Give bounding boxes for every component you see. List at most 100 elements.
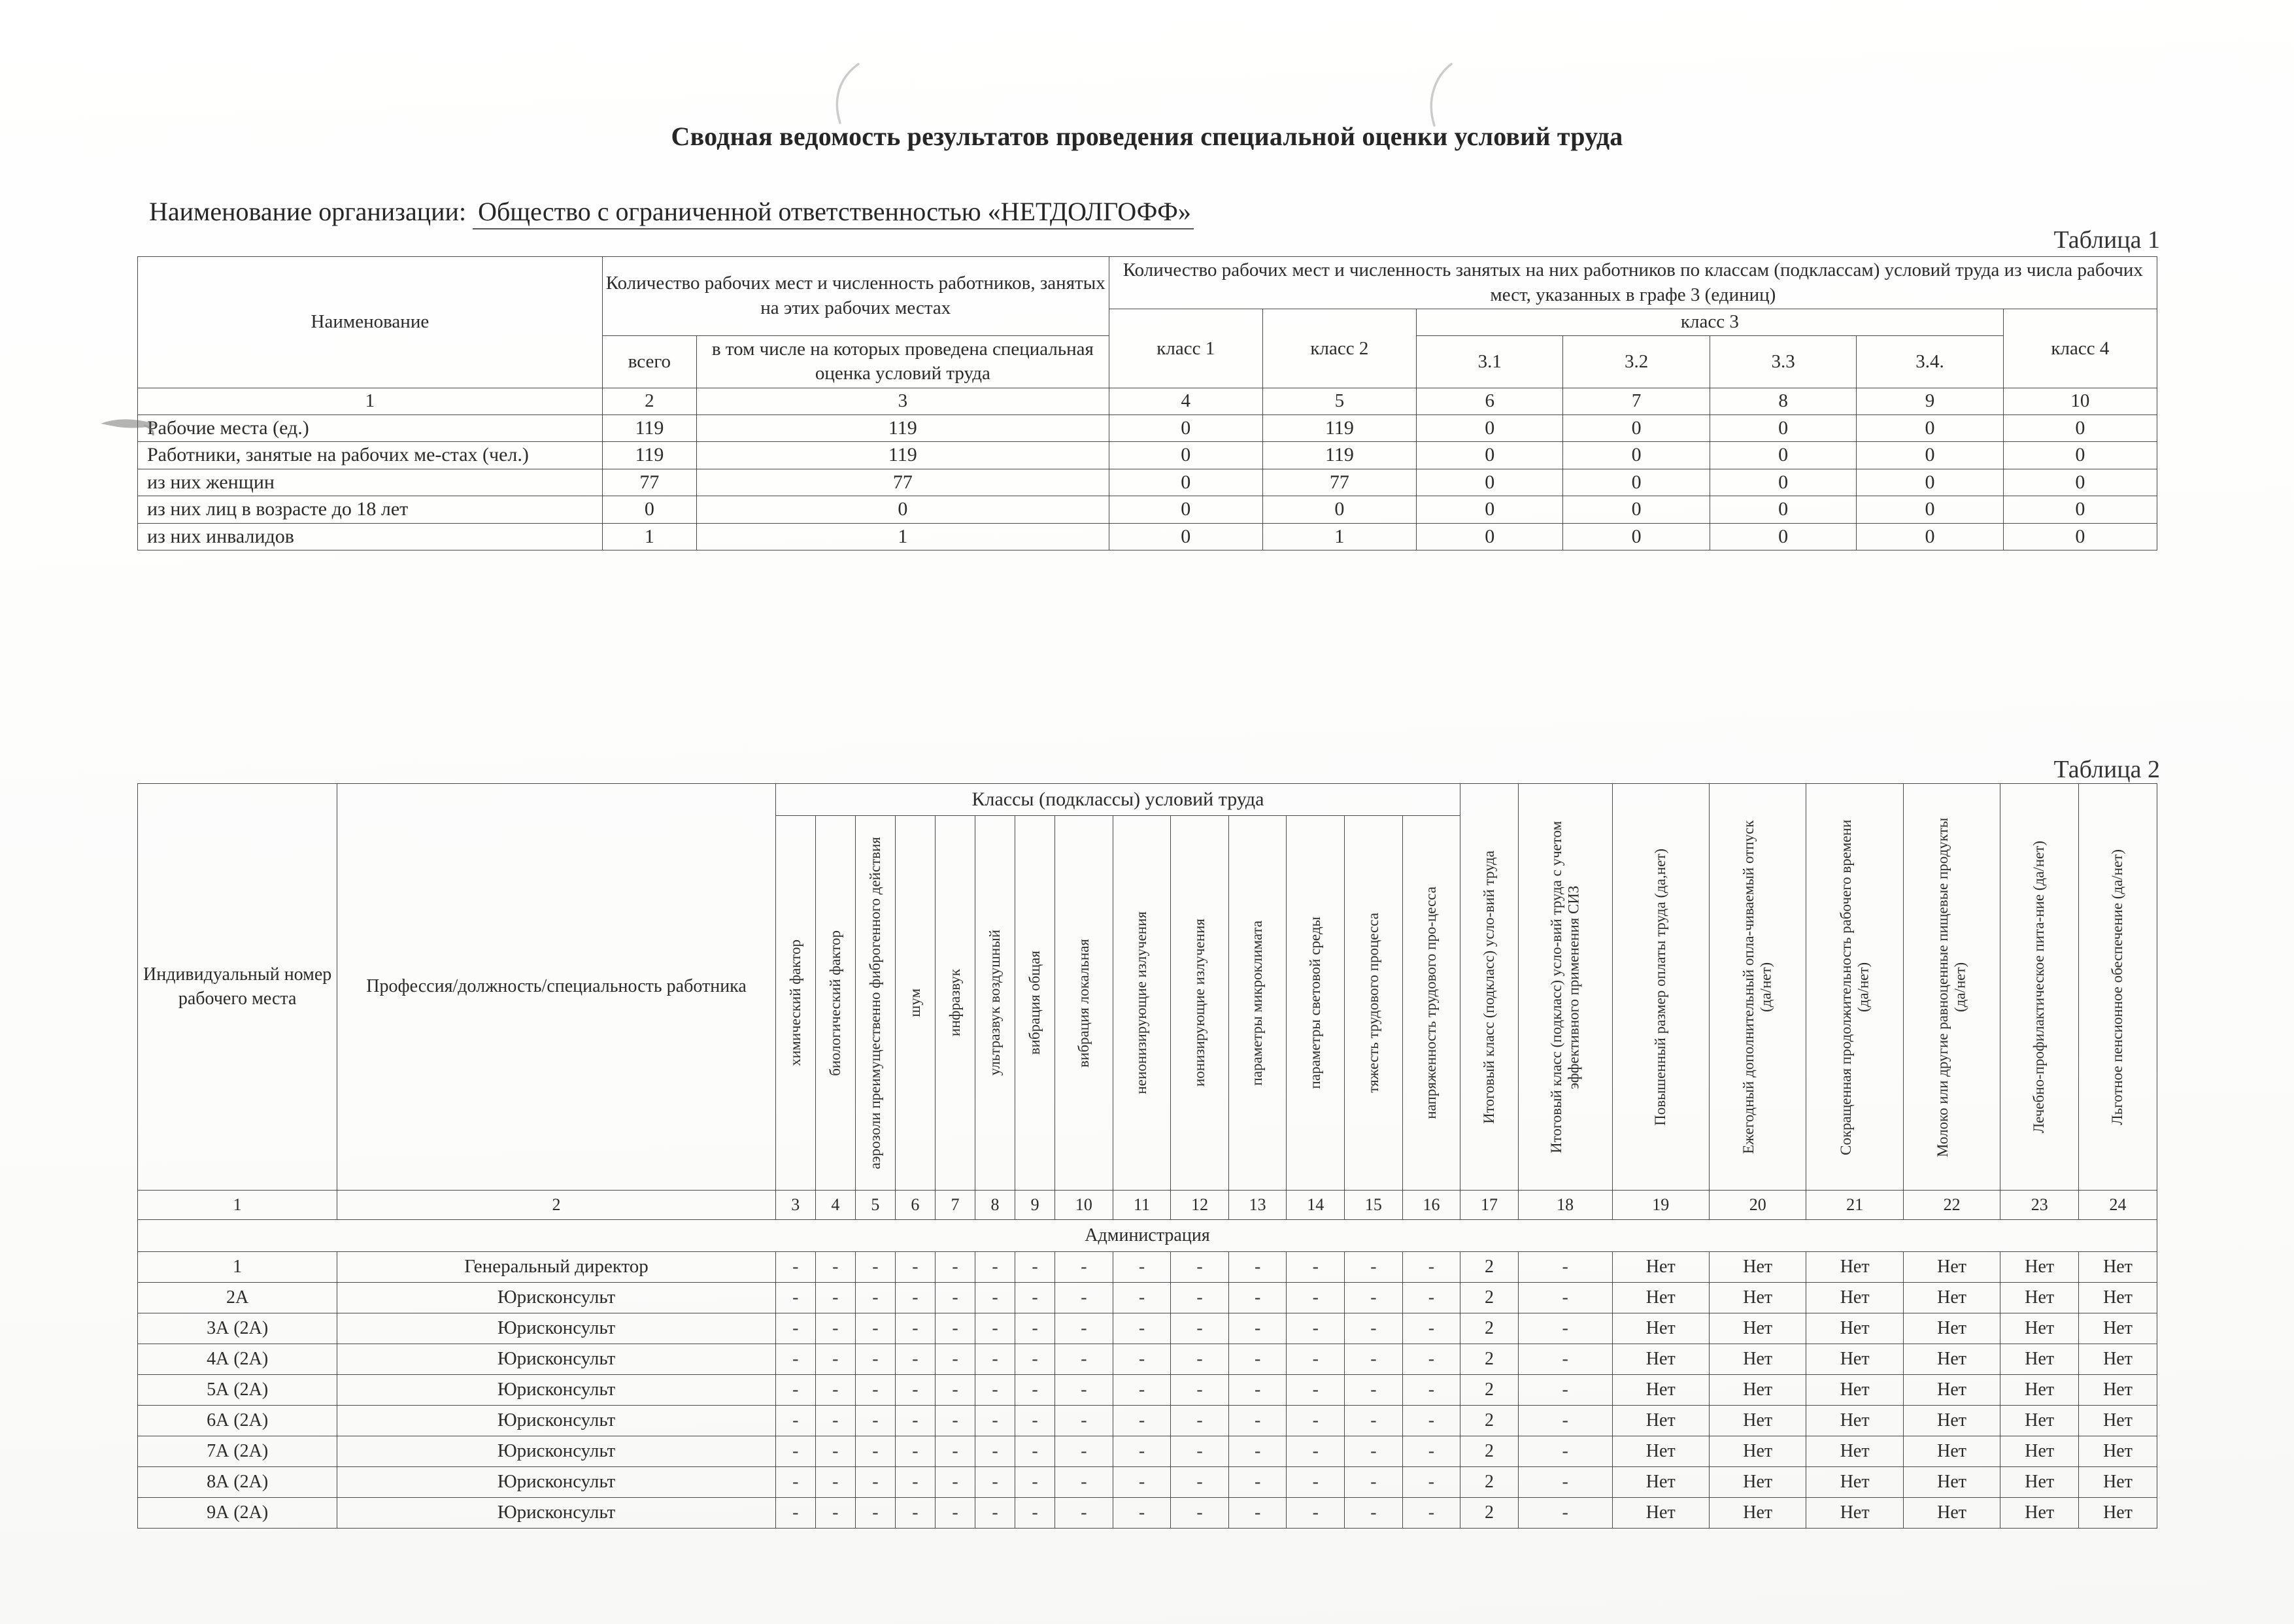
t2-factor-cell: -	[894, 1436, 936, 1467]
t2-factor-cell: -	[1170, 1374, 1229, 1406]
t2-factor-cell: -	[1344, 1405, 1403, 1436]
t2-guarantee-cell: Нет	[2078, 1497, 2157, 1529]
scan-artifact-curve-left	[835, 63, 860, 124]
t1-cell: 0	[2002, 468, 2158, 497]
t2-factor-cell: -	[934, 1466, 976, 1498]
t2-factor-cell: -	[1112, 1436, 1172, 1467]
table-row: 5А (2А) Юрисконсульт - - - - - - - - - - - - - -2- Нет Не…	[137, 1374, 2157, 1406]
t2-guarantee-cell: Нет	[1708, 1436, 1807, 1467]
t2-guarantee-cell: Нет	[1902, 1374, 2001, 1406]
t1-cell: 0	[1562, 468, 1710, 497]
t2-workplace-number: 6А (2А)	[137, 1405, 338, 1436]
t2-factor-cell: -	[1015, 1313, 1056, 1344]
t2-colnum-4: 4	[815, 1190, 856, 1220]
t2-colnum-21: 21	[1806, 1190, 1904, 1220]
t2-guarantee-cell: Нет	[1902, 1497, 2001, 1529]
t1-cell: 0	[1108, 522, 1263, 551]
t2-guarantee-cell: Нет	[1806, 1497, 1904, 1529]
t2-guarantee-cell: Нет	[1902, 1313, 2001, 1344]
t2-colnum-2: 2	[337, 1190, 776, 1220]
t2-factor-cell: -	[775, 1466, 816, 1498]
t2-colnum-22: 22	[1902, 1190, 2001, 1220]
t2-final-class-cell: 2	[1460, 1405, 1519, 1436]
t2-factor-header-3: химический фактор	[775, 815, 816, 1191]
t1-colnum-3: 3	[696, 388, 1109, 415]
t2-guarantee-cell: Нет	[1611, 1497, 1710, 1529]
t2-factor-header-15: тяжесть трудового процесса	[1344, 815, 1403, 1191]
t1-cell: 0	[1108, 414, 1263, 443]
t2-factor-cell: -	[1228, 1466, 1287, 1498]
t2-factor-header-16: напряженность трудового про-цесса	[1402, 815, 1461, 1191]
t2-factor-cell: -	[1054, 1282, 1113, 1313]
t2-guarantee-cell: Нет	[1611, 1344, 1710, 1375]
t1-cell: 77	[1262, 468, 1417, 497]
t2-final-class-cell: 2	[1460, 1344, 1519, 1375]
t2-factor-cell: -	[815, 1497, 856, 1529]
t1-header-class1: класс 1	[1108, 309, 1263, 389]
table-row: Рабочие места (ед.) 119 119 0 119 0 0 0 0 0	[137, 414, 2158, 443]
t2-guarantee-cell: Нет	[1708, 1466, 1807, 1498]
page-title: Сводная ведомость результатов проведения…	[671, 122, 1623, 151]
t2-factor-cell: -	[894, 1497, 936, 1529]
t2-factor-header-5: аэрозоли преимущественно фиброгенного де…	[854, 815, 896, 1191]
t2-guarantee-cell: Нет	[2078, 1313, 2157, 1344]
t2-factor-cell: -	[1402, 1313, 1461, 1344]
t2-guarantee-cell: Нет	[1708, 1374, 1807, 1406]
t1-row-label: Рабочие места (ед.)	[137, 414, 603, 443]
t2-guarantee-cell: Нет	[2078, 1405, 2157, 1436]
table1-caption: Таблица 1	[2053, 226, 2160, 254]
t2-factor-cell: -	[974, 1344, 1016, 1375]
t2-factor-cell: -	[894, 1313, 936, 1344]
t1-cell: 77	[601, 468, 698, 497]
t1-cell: 0	[1856, 468, 2004, 497]
t2-factor-cell: -	[1170, 1251, 1229, 1283]
t2-profession: Юрисконсульт	[337, 1282, 776, 1313]
t2-guarantee-cell: Нет	[1611, 1313, 1710, 1344]
t2-colnum-11: 11	[1112, 1190, 1172, 1220]
t2-guarantee-cell: Нет	[1708, 1313, 1807, 1344]
t2-factor-cell: -	[1286, 1282, 1345, 1313]
t1-cell: 0	[1562, 496, 1710, 524]
t2-factor-cell: -	[775, 1282, 816, 1313]
t1-cell: 0	[601, 496, 698, 524]
t2-factor-cell: -	[1402, 1436, 1461, 1467]
t2-factor-cell: -	[1402, 1344, 1461, 1375]
t2-guarantee-cell: Нет	[1806, 1313, 1904, 1344]
t2-factor-cell: -	[894, 1251, 936, 1283]
t2-guarantee-cell: Нет	[2000, 1282, 2080, 1313]
t2-factor-cell: -	[1054, 1436, 1113, 1467]
t1-colnum-4: 4	[1108, 388, 1263, 415]
t2-guarantee-cell: Нет	[1902, 1405, 2001, 1436]
t2-colnum-7: 7	[934, 1190, 976, 1220]
t2-guarantee-cell: Нет	[2000, 1436, 2080, 1467]
t2-profession: Юрисконсульт	[337, 1405, 776, 1436]
t2-factor-cell: -	[1015, 1466, 1056, 1498]
table-row: 7А (2А) Юрисконсульт - - - - - - - - - - - - - -2- Нет Не…	[137, 1436, 2157, 1467]
t1-cell: 0	[1415, 414, 1564, 443]
t2-factor-cell: -	[1402, 1251, 1461, 1283]
t2-factor-cell: -	[854, 1405, 896, 1436]
t2-guarantee-cell: Нет	[1708, 1405, 1807, 1436]
t2-guarantee-cell: Нет	[1806, 1282, 1904, 1313]
t2-factor-cell: -	[1170, 1405, 1229, 1436]
t2-final-class-ppe-cell: -	[1517, 1374, 1613, 1406]
t2-guarantee-cell: Нет	[1708, 1344, 1807, 1375]
t2-header-profession: Профессия/должность/специальность работн…	[337, 783, 776, 1191]
t2-guarantee-cell: Нет	[2000, 1405, 2080, 1436]
t2-factor-cell: -	[894, 1374, 936, 1406]
t2-guarantee-cell: Нет	[2078, 1466, 2157, 1498]
t2-factor-cell: -	[1054, 1497, 1113, 1529]
t1-cell: 0	[1108, 468, 1263, 497]
t2-factor-cell: -	[1286, 1405, 1345, 1436]
table-row: 8А (2А) Юрисконсульт - - - - - - - - - - - - - -2- Нет Не…	[137, 1466, 2157, 1498]
t2-factor-cell: -	[1054, 1313, 1113, 1344]
t2-factor-header-10: вибрация локальная	[1054, 815, 1113, 1191]
t2-guarantee-cell: Нет	[2000, 1466, 2080, 1498]
t1-colnum-5: 5	[1262, 388, 1417, 415]
t1-cell: 119	[696, 441, 1109, 469]
t2-factor-cell: -	[815, 1466, 856, 1498]
t2-factor-cell: -	[1344, 1313, 1403, 1344]
t2-guarantee-cell: Нет	[2000, 1344, 2080, 1375]
t2-factor-cell: -	[1286, 1374, 1345, 1406]
